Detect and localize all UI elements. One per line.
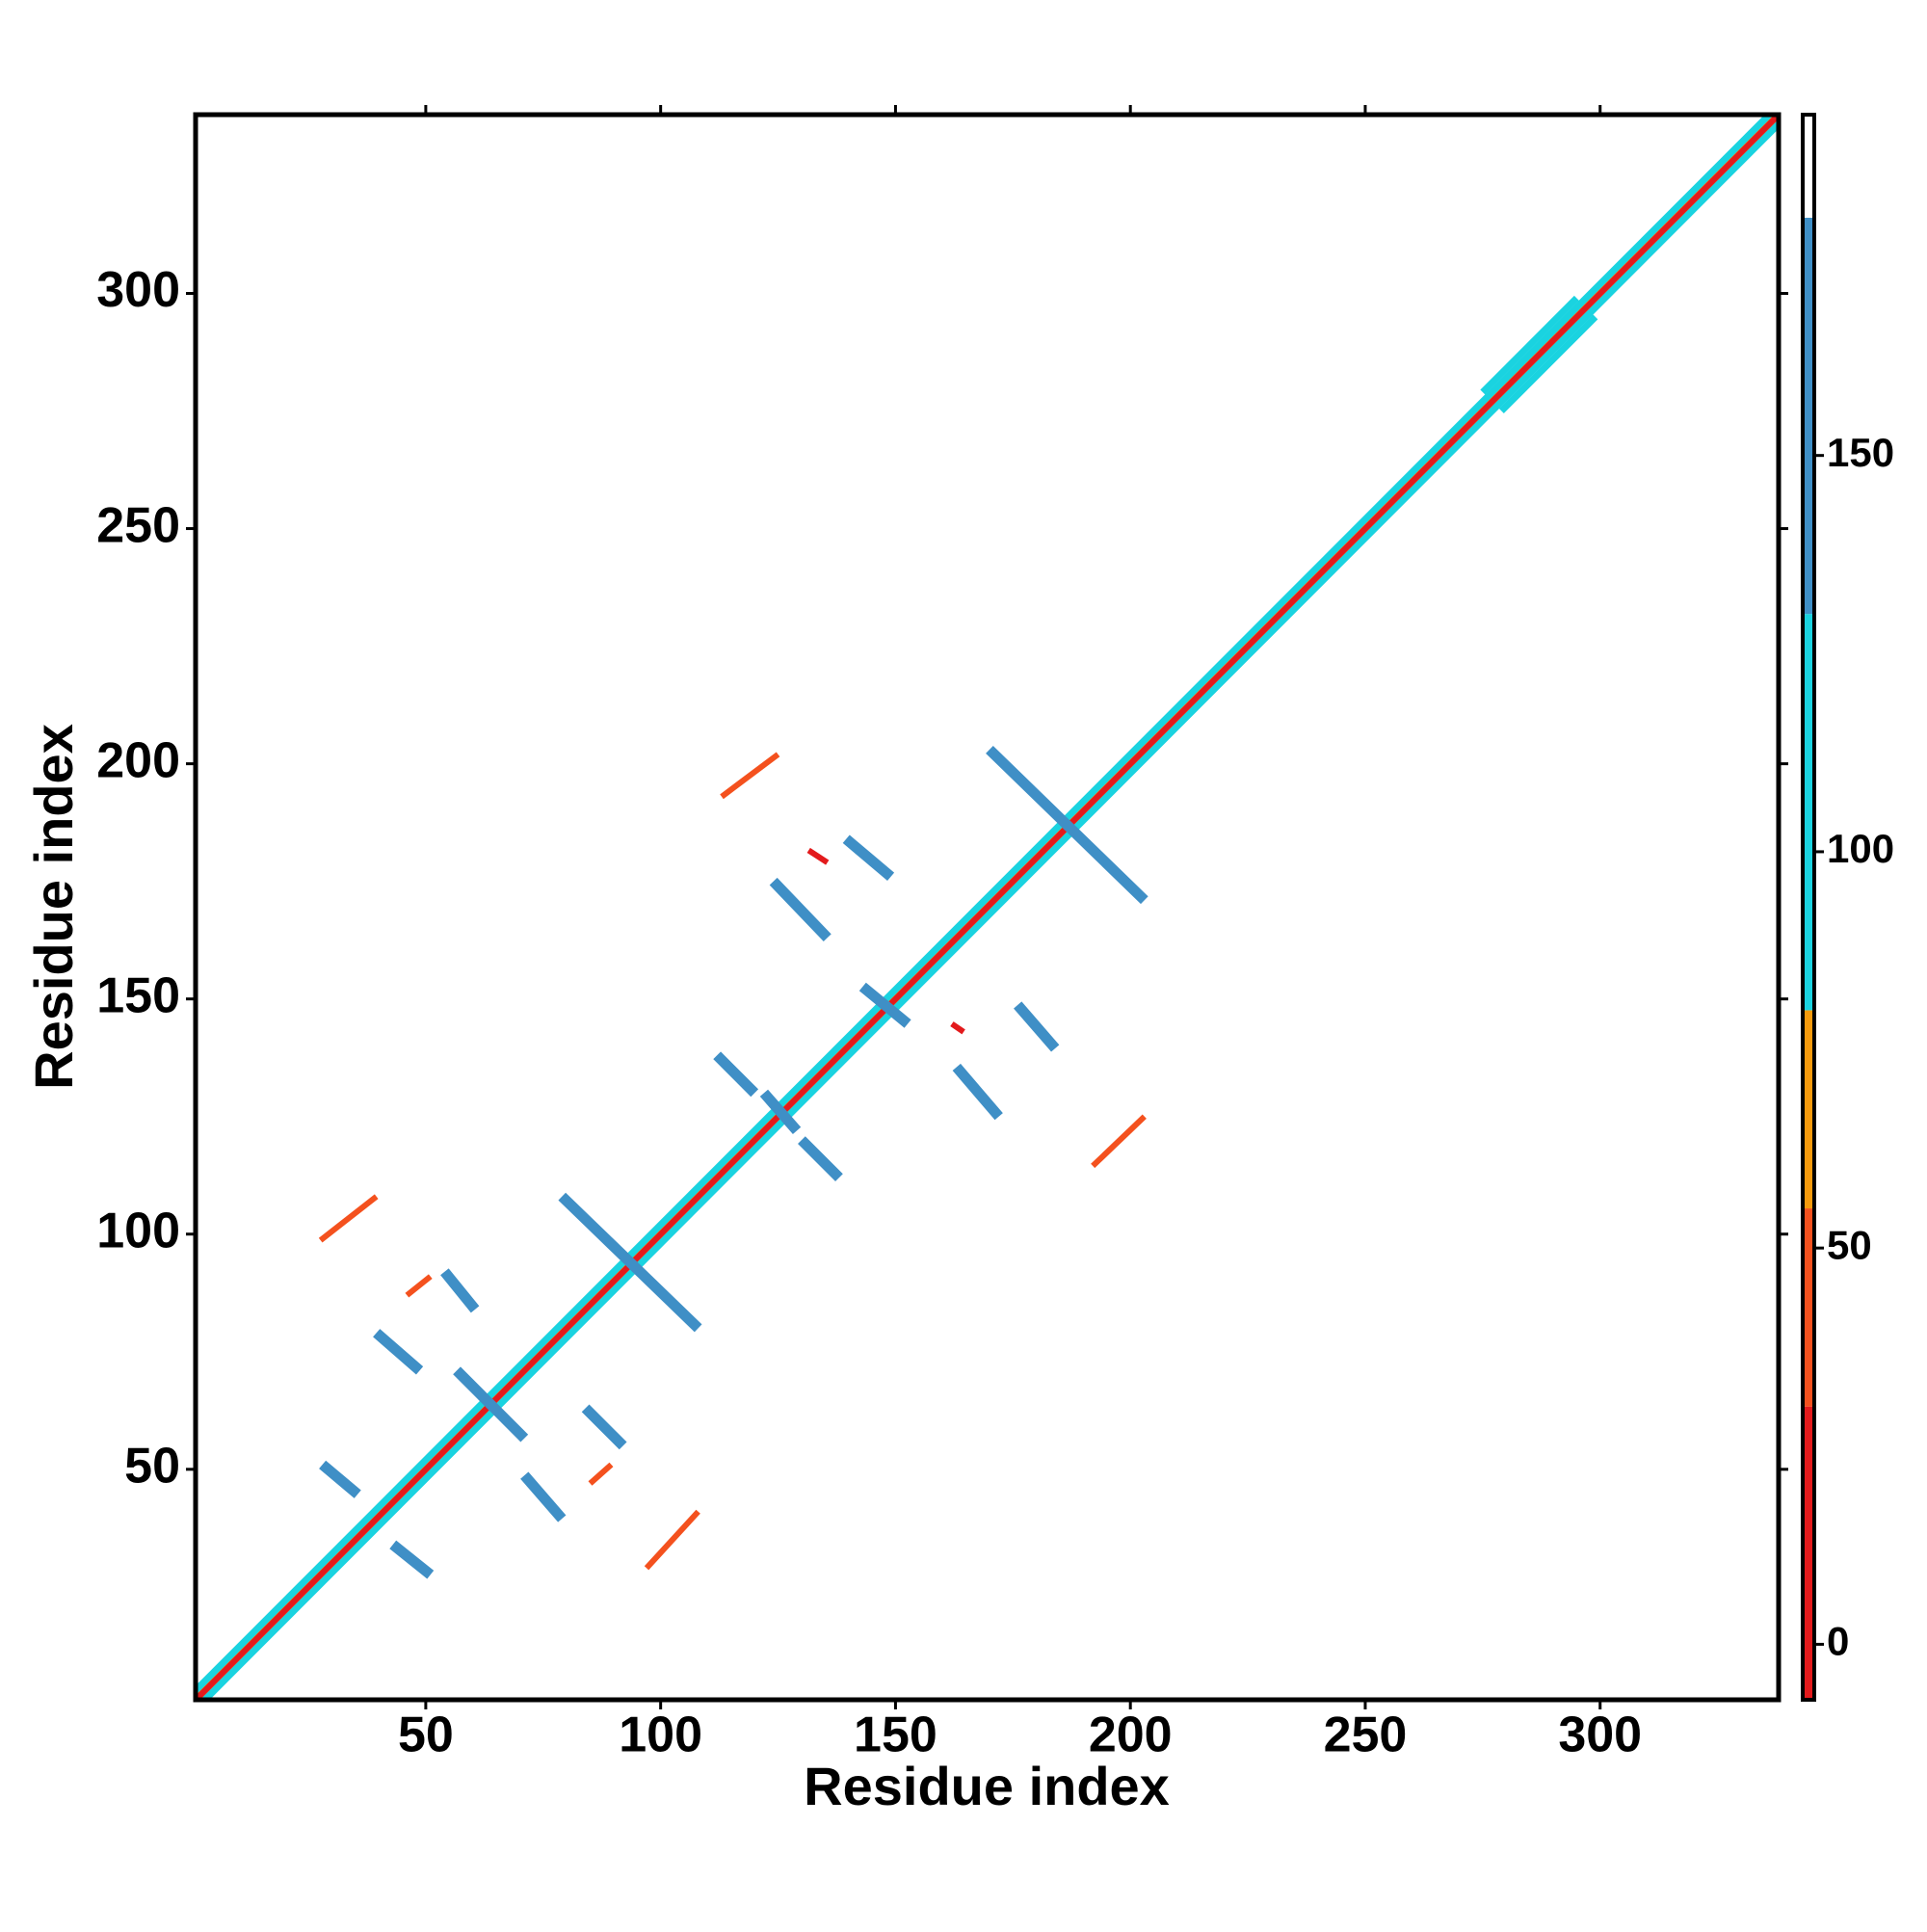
contact bbox=[193, 112, 1782, 1703]
contact bbox=[713, 1051, 759, 1098]
colorbar-band bbox=[1803, 1406, 1814, 1700]
contact bbox=[950, 1021, 965, 1035]
x-tick-label: 150 bbox=[854, 1707, 937, 1763]
contact bbox=[373, 1329, 424, 1375]
contact bbox=[202, 121, 1782, 1703]
contact bbox=[644, 1509, 700, 1571]
contact bbox=[759, 1089, 802, 1134]
contact bbox=[520, 1471, 567, 1522]
contact bbox=[1091, 1114, 1147, 1169]
colorbar bbox=[1803, 115, 1814, 1700]
colorbar-band bbox=[1803, 1208, 1814, 1407]
x-tick-label: 250 bbox=[1324, 1707, 1408, 1763]
contact bbox=[1498, 314, 1598, 413]
contact bbox=[720, 752, 780, 800]
contact bbox=[1014, 1001, 1060, 1052]
contact bbox=[858, 982, 911, 1028]
colorbar-band bbox=[1803, 115, 1814, 218]
colorbar-tick-label: 50 bbox=[1827, 1222, 1872, 1267]
x-tick-label: 300 bbox=[1558, 1707, 1642, 1763]
colorbar-tick-label: 0 bbox=[1827, 1619, 1849, 1664]
contact bbox=[193, 112, 1772, 1693]
x-axis-label: Residue index bbox=[804, 1756, 1170, 1816]
x-tick-label: 50 bbox=[398, 1707, 454, 1763]
contact bbox=[440, 1268, 480, 1313]
contact bbox=[952, 1063, 1003, 1121]
colorbar-tick-label: 100 bbox=[1827, 826, 1894, 871]
contact bbox=[588, 1462, 614, 1486]
colorbar-band bbox=[1803, 1010, 1814, 1209]
contact bbox=[581, 1404, 627, 1450]
x-tick-label: 200 bbox=[1089, 1707, 1173, 1763]
contact bbox=[405, 1274, 433, 1298]
plot-frame bbox=[193, 112, 1782, 1703]
contact bbox=[798, 1136, 843, 1182]
contact bbox=[769, 877, 832, 942]
y-tick-label: 250 bbox=[96, 497, 180, 553]
contact bbox=[842, 834, 895, 881]
y-tick-label: 200 bbox=[96, 732, 180, 788]
y-tick-label: 100 bbox=[96, 1203, 180, 1258]
contact bbox=[806, 847, 830, 865]
y-tick-label: 50 bbox=[124, 1439, 180, 1495]
colorbar-band bbox=[1803, 614, 1814, 1011]
contact bbox=[986, 746, 1148, 905]
contact bbox=[1480, 295, 1579, 395]
x-tick-label: 100 bbox=[619, 1707, 702, 1763]
colorbar-tick-label: 150 bbox=[1827, 430, 1894, 475]
contact bbox=[389, 1540, 435, 1579]
contact bbox=[558, 1192, 702, 1333]
contact bbox=[453, 1366, 529, 1442]
y-tick-label: 300 bbox=[96, 262, 180, 318]
colorbar-frame bbox=[1801, 113, 1816, 1702]
contact bbox=[318, 1194, 379, 1243]
colorbar-band bbox=[1803, 217, 1814, 615]
plot-area bbox=[193, 112, 1782, 1703]
y-axis-label: Residue index bbox=[23, 724, 84, 1090]
y-tick-label: 150 bbox=[96, 967, 180, 1023]
contact bbox=[319, 1460, 361, 1498]
